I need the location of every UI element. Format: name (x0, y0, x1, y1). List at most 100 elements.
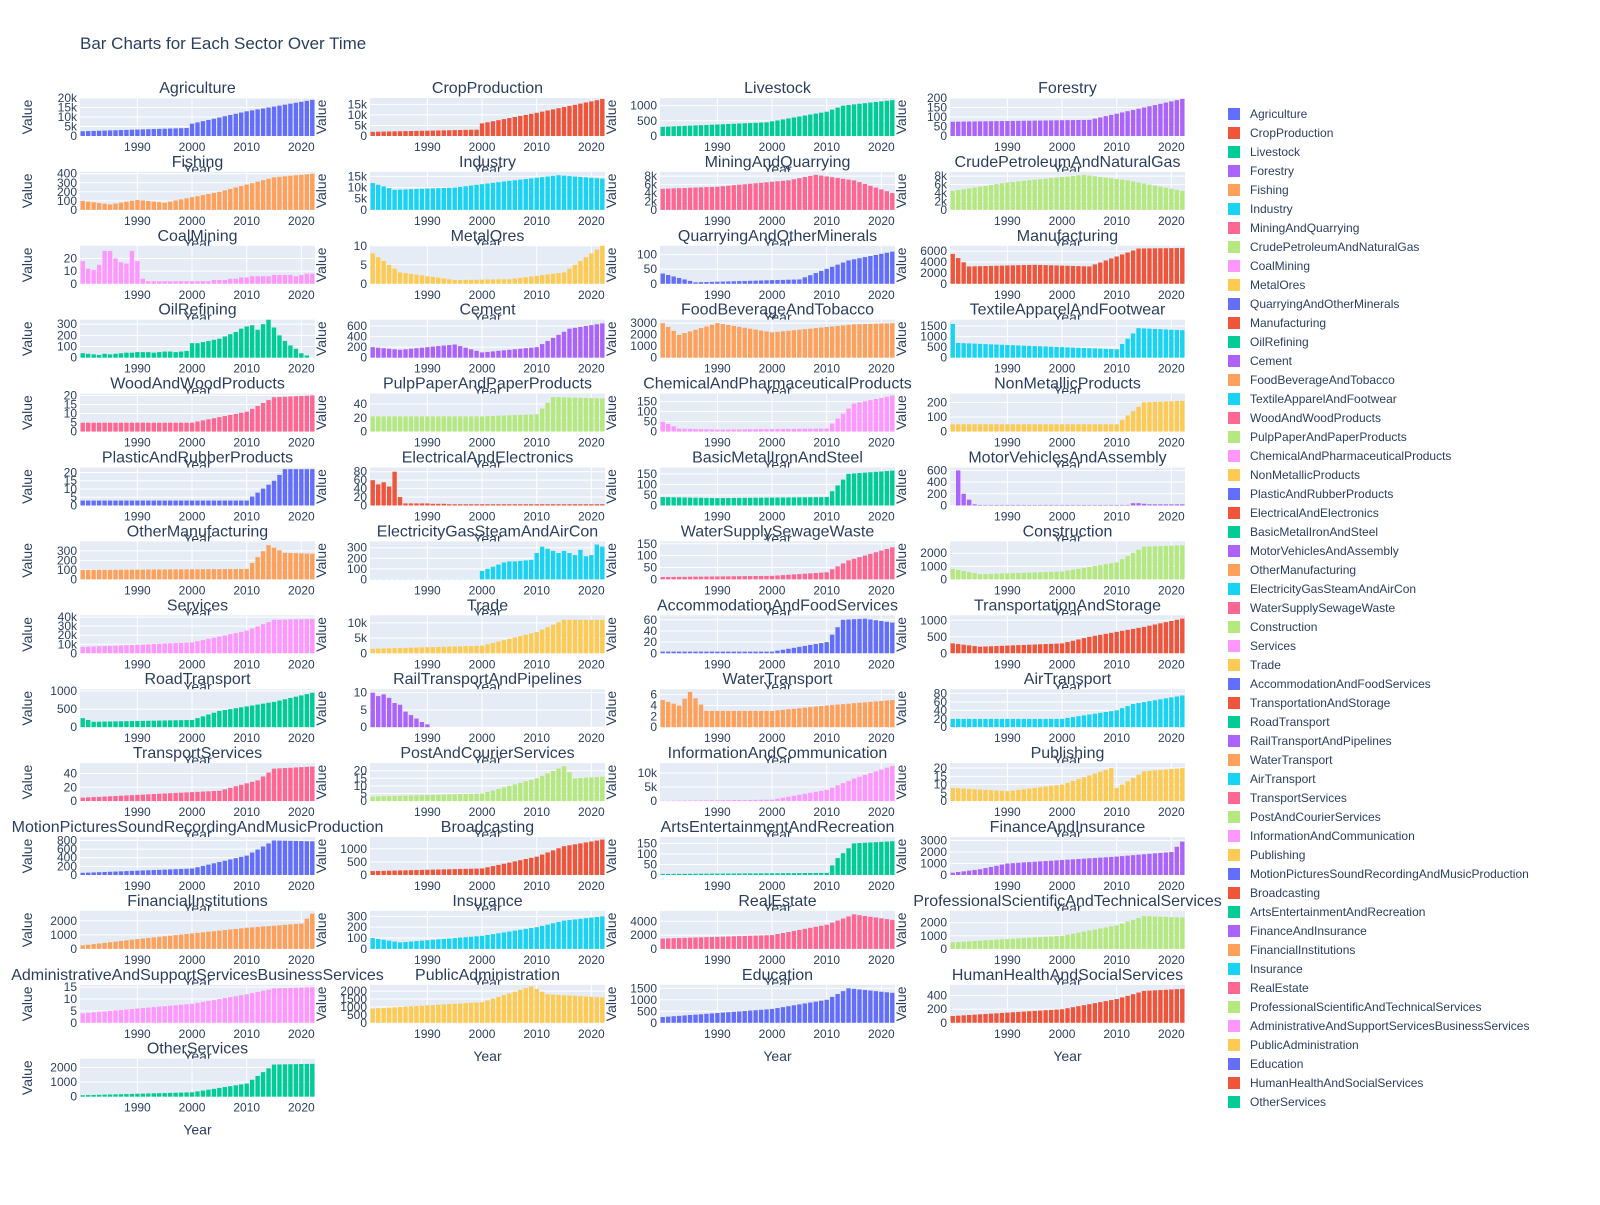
bar[interactable] (212, 119, 216, 136)
bar[interactable] (584, 257, 588, 284)
bar[interactable] (403, 349, 407, 357)
bar[interactable] (562, 551, 566, 580)
bar[interactable] (748, 429, 752, 431)
bar[interactable] (732, 936, 736, 949)
bar[interactable] (567, 106, 571, 136)
bar[interactable] (173, 423, 177, 432)
bar[interactable] (1153, 402, 1157, 432)
bar[interactable] (567, 176, 571, 210)
bar[interactable] (119, 501, 123, 506)
bar[interactable] (436, 504, 440, 506)
bar[interactable] (814, 707, 818, 728)
bar[interactable] (201, 569, 205, 579)
bar[interactable] (190, 642, 194, 653)
bar[interactable] (113, 1010, 117, 1022)
bar[interactable] (1098, 424, 1102, 431)
bar[interactable] (994, 574, 998, 580)
bar[interactable] (1071, 570, 1075, 580)
bar[interactable] (212, 340, 216, 358)
bar[interactable] (1147, 771, 1151, 801)
bar[interactable] (414, 1006, 418, 1023)
bar[interactable] (130, 570, 134, 580)
bar[interactable] (666, 497, 670, 505)
bar[interactable] (250, 110, 254, 136)
bar[interactable] (567, 996, 571, 1023)
bar[interactable] (152, 423, 156, 432)
bar[interactable] (1076, 859, 1080, 875)
bar[interactable] (1071, 505, 1075, 506)
bar[interactable] (814, 573, 818, 579)
bar[interactable] (666, 1017, 670, 1023)
bar[interactable] (398, 1007, 402, 1023)
bar[interactable] (753, 1010, 757, 1023)
bar[interactable] (556, 848, 560, 875)
bar[interactable] (206, 1001, 210, 1023)
bar[interactable] (458, 346, 462, 358)
bar[interactable] (1169, 852, 1173, 875)
bar[interactable] (409, 503, 413, 505)
bar[interactable] (403, 416, 407, 431)
bar[interactable] (431, 277, 435, 284)
bar[interactable] (819, 873, 823, 875)
bar[interactable] (371, 416, 375, 431)
bar[interactable] (392, 131, 396, 136)
bar[interactable] (1038, 719, 1042, 727)
bar[interactable] (578, 327, 582, 358)
bar[interactable] (283, 275, 287, 284)
bar[interactable] (518, 860, 522, 875)
bar[interactable] (387, 796, 391, 801)
bar[interactable] (956, 470, 960, 505)
bar[interactable] (524, 859, 528, 875)
bar[interactable] (458, 1003, 462, 1022)
bar[interactable] (852, 914, 856, 949)
bar[interactable] (130, 353, 134, 358)
bar[interactable] (1115, 925, 1119, 949)
legend-item-pulp-paper-and-paper-products[interactable]: PulpPaperAndPaperProducts (1228, 430, 1407, 444)
bar[interactable] (425, 189, 429, 210)
bar[interactable] (841, 563, 845, 579)
legend-item-electrical-and-electronics[interactable]: ElectricalAndElectronics (1228, 506, 1379, 520)
bar[interactable] (376, 484, 380, 505)
bar[interactable] (201, 195, 205, 210)
bar[interactable] (1033, 644, 1037, 653)
bar[interactable] (846, 409, 850, 432)
bar[interactable] (1065, 571, 1069, 580)
bar[interactable] (1005, 791, 1009, 801)
bar[interactable] (704, 1014, 708, 1023)
bar[interactable] (1120, 180, 1124, 210)
bar[interactable] (206, 932, 210, 949)
bar[interactable] (217, 339, 221, 358)
bar[interactable] (135, 261, 139, 284)
bar[interactable] (436, 939, 440, 949)
bar[interactable] (753, 123, 757, 136)
bar[interactable] (266, 276, 270, 284)
bar[interactable] (803, 873, 807, 875)
bar[interactable] (1098, 772, 1102, 801)
bar[interactable] (726, 498, 730, 505)
legend-item-livestock[interactable]: Livestock (1228, 145, 1301, 159)
bar[interactable] (1164, 103, 1168, 136)
bar[interactable] (781, 575, 785, 579)
bar[interactable] (764, 873, 768, 875)
bar[interactable] (228, 189, 232, 210)
bar[interactable] (86, 720, 90, 727)
bar[interactable] (108, 130, 112, 136)
bar[interactable] (573, 177, 577, 210)
bar[interactable] (1071, 859, 1075, 875)
bar[interactable] (1104, 505, 1108, 506)
bar[interactable] (119, 1010, 123, 1023)
bar[interactable] (496, 642, 500, 654)
bar[interactable] (737, 576, 741, 579)
bar[interactable] (409, 795, 413, 801)
bar[interactable] (453, 794, 457, 801)
bar[interactable] (217, 862, 221, 875)
bar[interactable] (967, 572, 971, 579)
bar[interactable] (414, 648, 418, 654)
legend-item-crop-production[interactable]: CropProduction (1228, 126, 1333, 140)
bar[interactable] (994, 121, 998, 136)
bar[interactable] (277, 106, 281, 136)
bar[interactable] (808, 497, 812, 505)
bar[interactable] (671, 1016, 675, 1023)
bar[interactable] (803, 794, 807, 801)
bar[interactable] (1022, 346, 1026, 358)
